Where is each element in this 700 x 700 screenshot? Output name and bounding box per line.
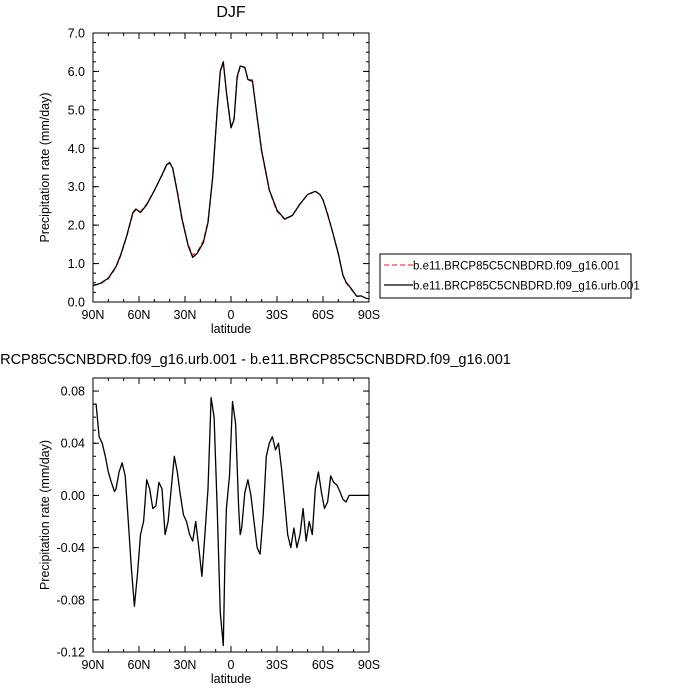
top-chart-title: DJF [216,4,246,21]
bottom-x-tick-label: 30N [174,658,197,672]
legend-label-1: b.e11.BRCP85C5CNBDRD.f09_g16.urb.001 [413,281,640,293]
top-x-tick-label: 30S [266,308,288,322]
top-x-tick-label: 60S [312,308,334,322]
top-y-tick-label: 0.0 [68,296,85,310]
bottom-y-tick-label: -0.12 [57,646,86,660]
top-x-tick-label: 90S [358,308,380,322]
bottom-y-tick-label: 0.08 [61,385,85,399]
legend-label-0: b.e11.BRCP85C5CNBDRD.f09_g16.001 [413,261,620,273]
bottom-y-tick-label: -0.04 [57,541,86,555]
legend-box [379,253,632,299]
top-x-tick-label: 0 [228,308,235,322]
bottom-plot-frame [92,377,370,653]
top-y-tick-label: 6.0 [68,65,85,79]
top-y-axis-label: Precipitation rate (mm/day) [38,92,52,242]
bottom-series-line-0 [93,396,369,647]
bottom-x-tick-label: 90S [358,658,380,672]
bottom-chart-title: b.e11.BRCP85C5CNBDRD.f09_g16.urb.001 - b… [0,352,511,368]
top-y-tick-label: 3.0 [68,180,85,194]
bottom-x-axis-label: latitude [211,672,251,686]
top-series-line-1 [92,61,370,300]
bottom-y-axis-label: Precipitation rate (mm/day) [38,440,52,590]
top-plot-frame [92,32,370,303]
top-y-tick-label: 4.0 [68,142,85,156]
bottom-x-tick-label: 60N [128,658,151,672]
top-x-tick-label: 30N [174,308,197,322]
top-x-tick-label: 60N [128,308,151,322]
bottom-y-tick-label: 0.04 [61,437,85,451]
bottom-x-tick-label: 30S [266,658,288,672]
bottom-y-tick-label: -0.08 [57,593,86,607]
top-y-tick-label: 2.0 [68,219,85,233]
bottom-x-tick-label: 90N [82,658,105,672]
bottom-x-tick-label: 60S [312,658,334,672]
top-y-tick-label: 1.0 [68,257,85,271]
bottom-x-tick-label: 0 [228,658,235,672]
top-y-tick-label: 5.0 [68,103,85,117]
top-x-axis-label: latitude [211,322,251,336]
bottom-y-tick-label: 0.00 [61,489,85,503]
top-x-tick-label: 90N [82,308,105,322]
top-y-tick-label: 7.0 [68,27,85,41]
top-series-line-0 [92,62,370,300]
